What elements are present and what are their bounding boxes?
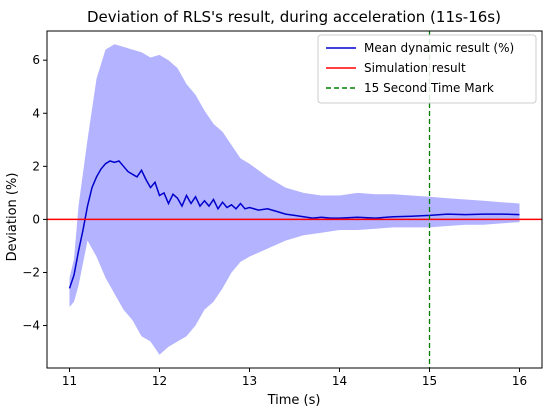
y-tick-label: −2 — [22, 265, 40, 279]
legend-label: Mean dynamic result (%) — [364, 41, 514, 55]
legend: Mean dynamic result (%) Simulation result… — [317, 34, 537, 104]
legend-label: Simulation result — [364, 61, 466, 75]
x-tick-label: 13 — [242, 374, 257, 388]
deviation-band — [69, 44, 520, 355]
y-tick-label: 6 — [32, 53, 40, 67]
y-axis: −4 −2 0 2 4 6 — [22, 53, 47, 333]
chart-title: Deviation of RLS's result, during accele… — [87, 8, 501, 26]
x-tick-label: 14 — [332, 374, 347, 388]
x-tick-label: 16 — [512, 374, 527, 388]
x-axis-label: Time (s) — [267, 393, 321, 408]
x-tick-label: 12 — [152, 374, 167, 388]
y-tick-label: 0 — [32, 212, 40, 226]
x-tick-label: 11 — [62, 374, 77, 388]
y-tick-label: 4 — [32, 106, 40, 120]
legend-label: 15 Second Time Mark — [364, 81, 494, 95]
deviation-band-area — [69, 44, 520, 355]
x-axis: 11 12 13 14 15 16 — [62, 368, 527, 388]
plot-frame — [46, 30, 543, 369]
legend-box — [317, 34, 537, 104]
x-tick-label: 15 — [422, 374, 437, 388]
mean-dynamic-line — [68, 160, 520, 289]
y-tick-label: 2 — [32, 159, 40, 173]
y-axis-label: Deviation (%) — [5, 173, 20, 262]
y-tick-label: −4 — [22, 319, 40, 333]
